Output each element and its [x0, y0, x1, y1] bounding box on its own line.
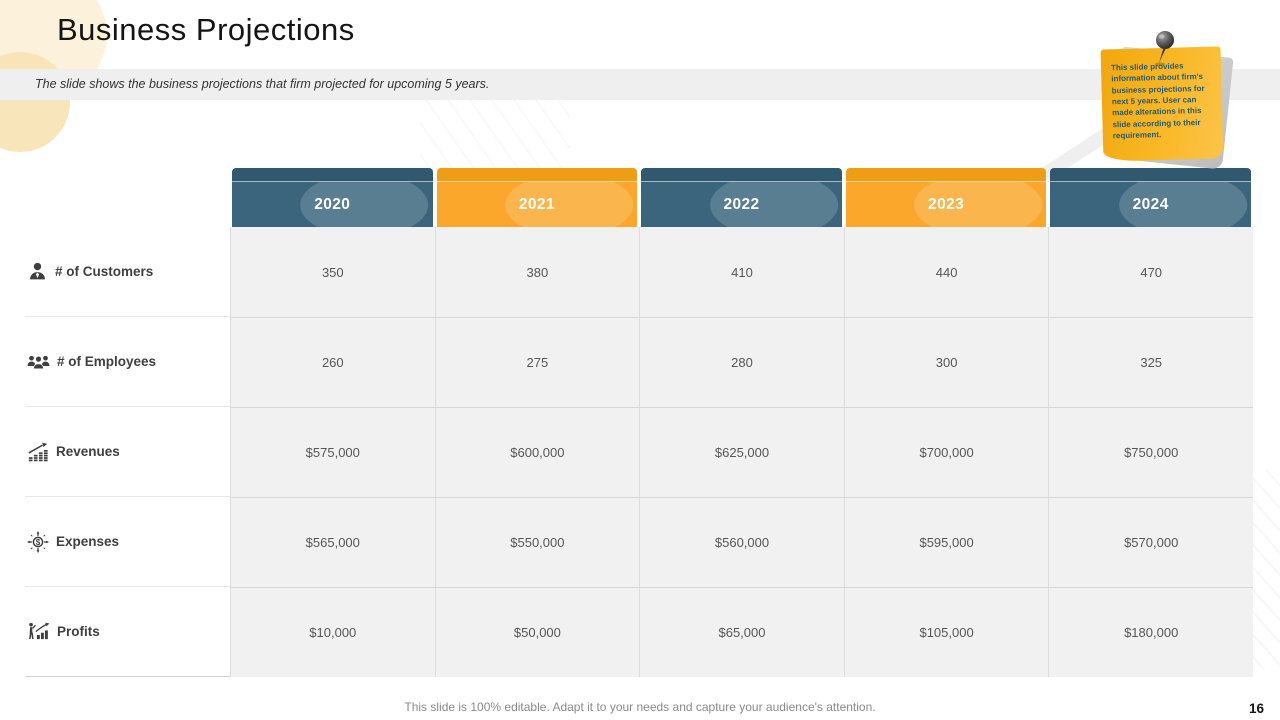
table-row-profits: Profits $10,000 $50,000 $65,000 $105,000…	[25, 587, 1253, 677]
projections-table: 2020 2021 2022 2023 2024	[25, 168, 1253, 677]
header-cap	[845, 168, 1047, 181]
table-cell: $700,000	[843, 407, 1049, 497]
table-cell: 275	[434, 317, 640, 407]
table-row-customers: # of Customers 350 380 410 440 470	[25, 227, 1253, 317]
table-cell: 470	[1048, 227, 1253, 317]
row-label-cell: Profits	[25, 587, 230, 677]
subtitle-text: The slide shows the business projections…	[35, 77, 490, 91]
page-number: 16	[1248, 701, 1264, 716]
customer-person-icon	[30, 262, 45, 280]
page-title: Business Projections	[57, 12, 355, 47]
table-cell: $550,000	[434, 497, 640, 587]
svg-text:$: $	[36, 537, 41, 546]
table-cell: $565,000	[230, 497, 435, 587]
header-cap	[1050, 168, 1251, 181]
table-cell: $575,000	[230, 407, 435, 497]
table-cell: $625,000	[639, 407, 844, 497]
table-row-expenses: $ Expenses $565,000	[25, 497, 1253, 587]
table-cell: $180,000	[1048, 587, 1253, 677]
row-label: Expenses	[56, 534, 120, 549]
profits-person-chart-icon	[29, 622, 50, 640]
table-cell: 440	[843, 227, 1049, 317]
header-highlight-ellipse	[914, 182, 1043, 227]
row-label-cell: # of Customers	[25, 227, 230, 317]
revenues-growth-chart-icon	[28, 442, 48, 461]
table-cell: $570,000	[1048, 497, 1253, 587]
table-row-employees: # of Employees 260 275 280 300 325	[25, 317, 1253, 407]
header-cap	[232, 168, 433, 181]
header-year-2021: 2021	[436, 168, 638, 227]
table-header-row: 2020 2021 2022 2023 2024	[25, 168, 1253, 227]
table-cell: 300	[843, 317, 1049, 407]
table-row-revenues: Revenues $575,000 $600,000 $625,000 $700…	[25, 407, 1253, 497]
row-label: Profits	[57, 624, 100, 639]
row-label: Revenues	[56, 444, 120, 459]
year-label: 2023	[928, 195, 965, 213]
table-cell: 380	[434, 227, 640, 317]
row-label: # of Employees	[57, 354, 157, 369]
year-label: 2022	[723, 195, 760, 213]
header-year-2022: 2022	[641, 168, 842, 227]
table-cell: $595,000	[843, 497, 1049, 587]
table-cell: 350	[230, 227, 435, 317]
table-cell: $50,000	[434, 587, 640, 677]
header-highlight-ellipse	[1118, 182, 1247, 227]
table-cell: 325	[1048, 317, 1253, 407]
table-cell: 280	[639, 317, 844, 407]
row-label: # of Customers	[55, 264, 154, 279]
year-label: 2021	[518, 195, 555, 213]
header-year-2024: 2024	[1050, 168, 1251, 227]
table-corner-cell	[25, 168, 230, 227]
table-cell: $750,000	[1048, 407, 1253, 497]
header-cap	[436, 168, 638, 181]
expenses-dollar-arrows-icon: $	[27, 530, 49, 553]
header-highlight-ellipse	[709, 182, 838, 227]
footer-note: This slide is 100% editable. Adapt it to…	[404, 700, 876, 714]
table-cell: 260	[230, 317, 435, 407]
sticky-note: This slide provides information about fi…	[1100, 31, 1240, 170]
table-cell: $65,000	[639, 587, 844, 677]
row-label-cell: Revenues	[25, 407, 230, 497]
table-cell: 410	[639, 227, 844, 317]
table-cell: $10,000	[230, 587, 435, 677]
header-highlight-ellipse	[505, 182, 634, 227]
header-highlight-ellipse	[300, 182, 429, 227]
year-label: 2020	[314, 195, 351, 213]
table-cell: $600,000	[434, 407, 640, 497]
subtitle-bar: The slide shows the business projections…	[0, 69, 1280, 100]
row-label-cell: # of Employees	[25, 317, 230, 407]
table-cell: $105,000	[843, 587, 1049, 677]
header-year-2023: 2023	[845, 168, 1047, 227]
year-label: 2024	[1132, 195, 1169, 213]
employees-group-icon	[27, 355, 50, 370]
table-cell: $560,000	[639, 497, 844, 587]
header-year-2020: 2020	[232, 168, 433, 227]
row-label-cell: $ Expenses	[25, 497, 230, 587]
header-cap	[641, 168, 842, 181]
push-pin-icon	[1155, 31, 1174, 66]
